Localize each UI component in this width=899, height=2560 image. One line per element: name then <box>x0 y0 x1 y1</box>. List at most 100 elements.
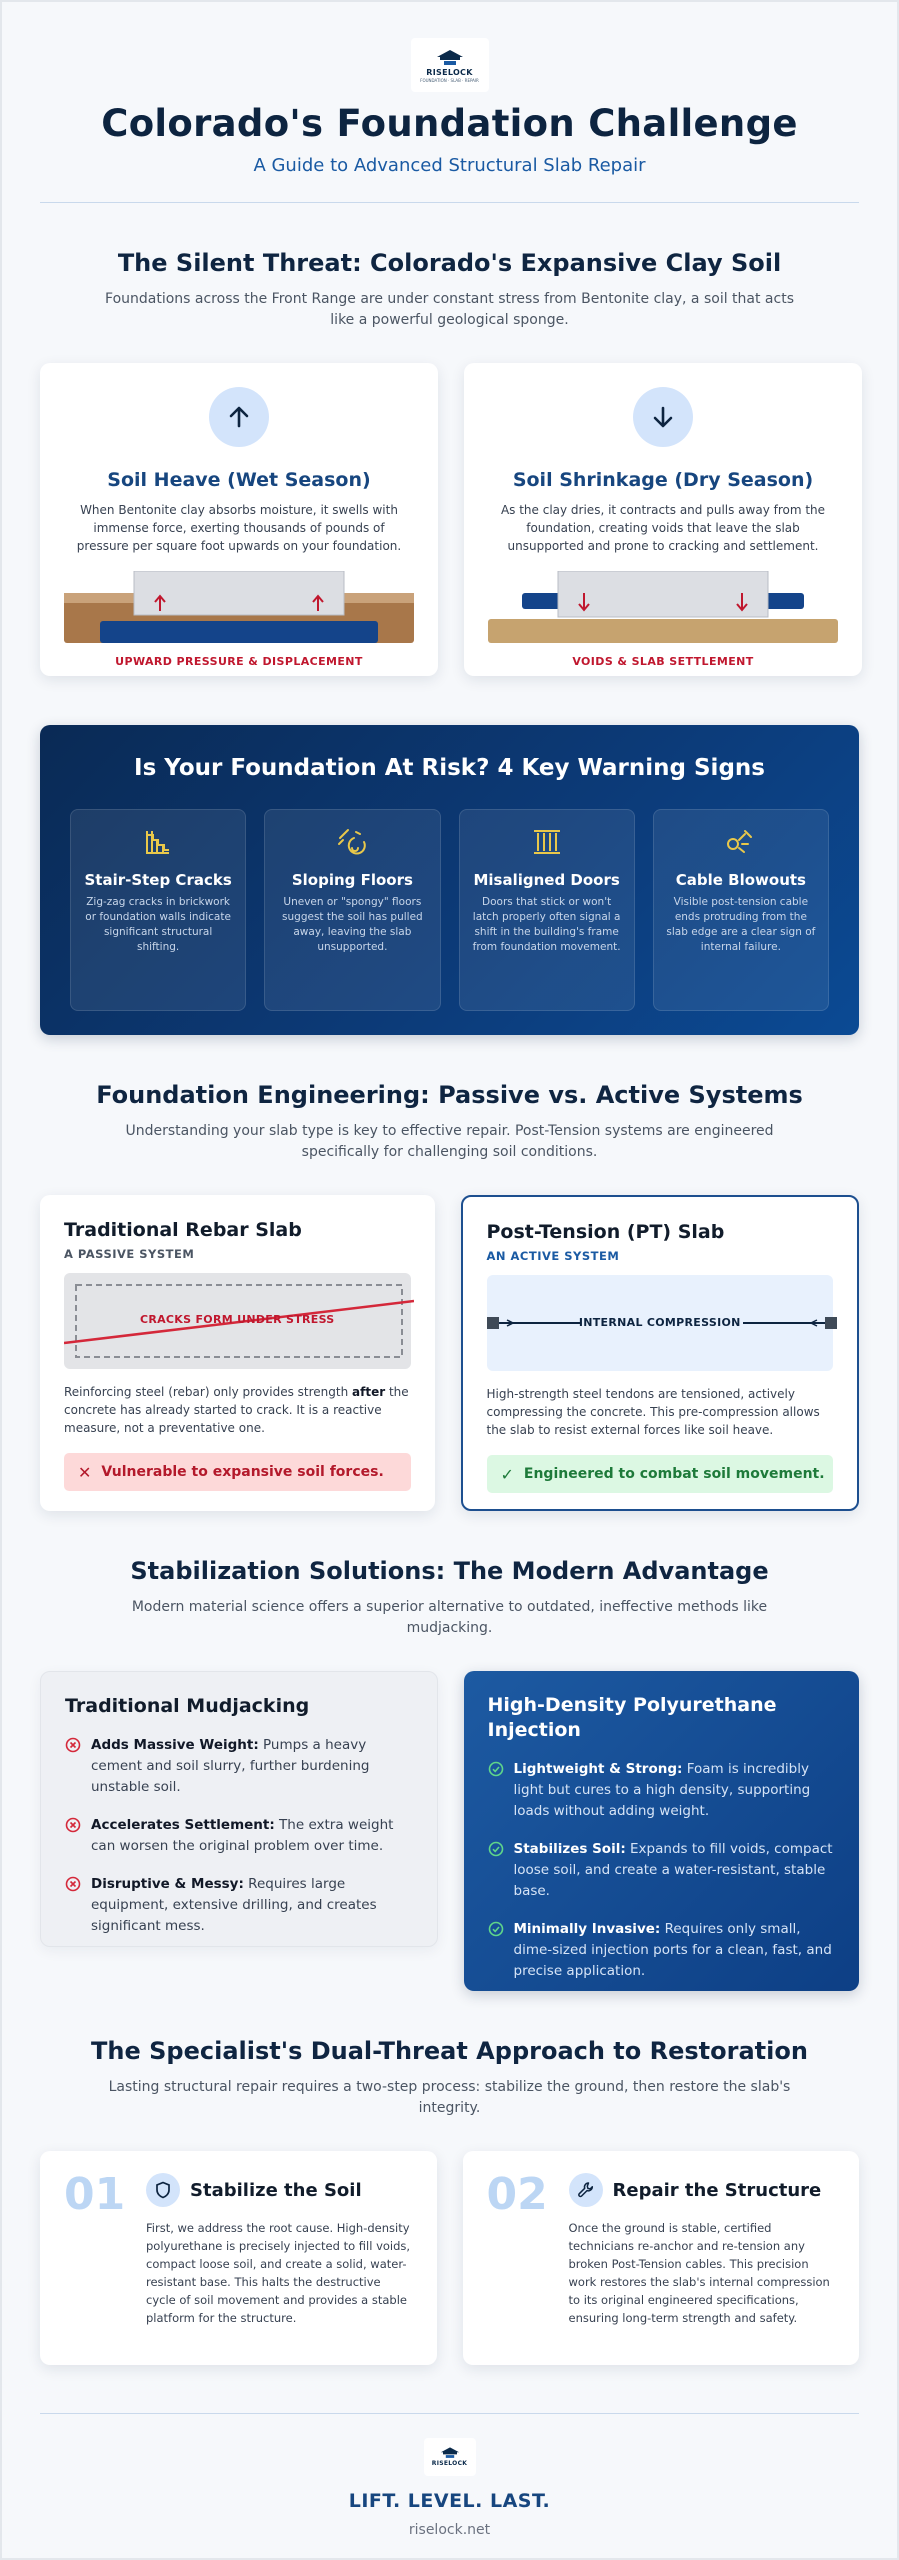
pt-slab-card: Post-Tension (PT) Slab AN ACTIVE SYSTEM … <box>460 1195 859 1511</box>
rebar-visual-label: CRACKS FORM UNDER STRESS <box>139 1313 335 1326</box>
item-bold: Minimally Invasive: <box>513 1921 661 1937</box>
burst-icon <box>666 826 816 858</box>
step-number: 01 <box>64 2169 126 2220</box>
step-card-1: 01 Stabilize the Soil First, we address … <box>40 2151 437 2365</box>
step-desc: Once the ground is stable, certified tec… <box>568 2221 830 2325</box>
sign-stair-step-cracks: Stair-Step Cracks Zig-zag cracks in bric… <box>70 809 247 1011</box>
threat-title: The Silent Threat: Colorado's Expansive … <box>117 249 782 277</box>
stabilization-desc: Modern material science offers a superio… <box>131 1599 768 1636</box>
pt-subtitle: AN ACTIVE SYSTEM <box>486 1249 620 1263</box>
x-circle-icon <box>65 1737 81 1753</box>
footer-logo[interactable]: RISELOCK <box>423 2438 476 2476</box>
shrink-diagram <box>488 570 838 647</box>
heave-caption: UPWARD PRESSURE & DISPLACEMENT <box>115 655 363 668</box>
approach-section: The Specialist's Dual-Threat Approach to… <box>2 2037 897 2365</box>
mudjacking-item: Accelerates Settlement: The extra weight… <box>65 1815 413 1857</box>
heave-diagram <box>64 570 414 647</box>
arrow-down-icon <box>633 387 693 447</box>
item-bold: Stabilizes Soil: <box>513 1841 626 1857</box>
engineering-section: Foundation Engineering: Passive vs. Acti… <box>2 1081 897 1511</box>
header: RISELOCK FOUNDATION · SLAB · REPAIR Colo… <box>2 2 897 176</box>
house-icon <box>436 49 463 65</box>
warning-signs-panel: Is Your Foundation At Risk? 4 Key Warnin… <box>40 725 859 1035</box>
threat-section: The Silent Threat: Colorado's Expansive … <box>2 249 897 676</box>
page-subtitle: A Guide to Advanced Structural Slab Repa… <box>253 155 646 176</box>
mudjacking-card: Traditional Mudjacking Adds Massive Weig… <box>40 1671 438 1947</box>
item-bold: Adds Massive Weight: <box>91 1737 259 1753</box>
page-title: Colorado's Foundation Challenge <box>101 102 798 145</box>
rebar-visual: CRACKS FORM UNDER STRESS <box>64 1273 414 1369</box>
stabilization-section: Stabilization Solutions: The Modern Adva… <box>2 1557 897 1991</box>
brand-logo[interactable]: RISELOCK FOUNDATION · SLAB · REPAIR <box>410 38 489 92</box>
heave-desc: When Bentonite clay absorbs moisture, it… <box>76 503 402 553</box>
item-text: Requires only small, dime-sized injectio… <box>513 1921 832 1979</box>
rebar-verdict-text: Vulnerable to expansive soil forces. <box>101 1464 384 1480</box>
step-title: Repair the Structure <box>612 2179 822 2201</box>
pt-verdict: ✓ Engineered to combat soil movement. <box>486 1455 833 1493</box>
shrink-title: Soil Shrinkage (Dry Season) <box>512 469 814 491</box>
wrench-icon <box>568 2173 603 2207</box>
engineering-title: Foundation Engineering: Passive vs. Acti… <box>96 1081 803 1109</box>
sign-sloping-floors: Sloping Floors Uneven or "spongy" floors… <box>264 809 441 1011</box>
item-text: Expands to fill voids, compact loose soi… <box>513 1841 833 1899</box>
risk-title: Is Your Foundation At Risk? 4 Key Warnin… <box>134 755 765 781</box>
pt-visual-label: INTERNAL COMPRESSION <box>578 1316 741 1329</box>
sign-desc: Zig-zag cracks in brickwork or foundatio… <box>85 896 231 953</box>
x-icon: ✕ <box>78 1462 92 1482</box>
divider <box>40 2413 859 2414</box>
polyurethane-item: Minimally Invasive: Requires only small,… <box>488 1919 836 1982</box>
check-circle-icon <box>488 1761 503 1777</box>
website-link[interactable]: riselock.net <box>408 2522 491 2538</box>
x-circle-icon <box>65 1817 81 1833</box>
soil-heave-card: Soil Heave (Wet Season) When Bentonite c… <box>40 363 438 676</box>
step-title: Stabilize the Soil <box>190 2179 362 2201</box>
columns-icon <box>472 826 622 858</box>
approach-title: The Specialist's Dual-Threat Approach to… <box>91 2037 808 2065</box>
logo-wordmark: RISELOCK <box>426 67 473 77</box>
pt-body: High-strength steel tendons are tensione… <box>486 1387 820 1437</box>
polyurethane-item: Lightweight & Strong: Foam is incredibly… <box>488 1759 836 1822</box>
spill-icon <box>277 826 427 858</box>
step-card-2: 02 Repair the Structure Once the ground … <box>462 2151 859 2365</box>
check-circle-icon <box>488 1921 503 1937</box>
check-circle-icon <box>488 1841 503 1857</box>
step-number: 02 <box>486 2169 548 2220</box>
rebar-body-text: Reinforcing steel (rebar) only provides … <box>64 1385 353 1399</box>
logo-tagline: FOUNDATION · SLAB · REPAIR <box>420 77 479 83</box>
slogan: LIFT. LEVEL. LAST. <box>348 2490 551 2512</box>
rebar-body-emphasis: after <box>352 1385 386 1399</box>
sign-title: Sloping Floors <box>291 871 413 889</box>
x-circle-icon <box>65 1876 81 1892</box>
item-bold: Accelerates Settlement: <box>91 1817 275 1833</box>
rebar-verdict: ✕ Vulnerable to expansive soil forces. <box>64 1453 411 1491</box>
item-text: Pumps a heavy cement and soil slurry, fu… <box>91 1737 370 1795</box>
sign-cable-blowouts: Cable Blowouts Visible post-tension cabl… <box>652 809 829 1011</box>
divider <box>40 202 859 203</box>
sign-desc: Doors that stick or won't latch properly… <box>472 896 621 953</box>
polyurethane-item: Stabilizes Soil: Expands to fill voids, … <box>488 1839 836 1902</box>
shrink-desc: As the clay dries, it contracts and pull… <box>500 503 826 553</box>
item-bold: Lightweight & Strong: <box>513 1761 683 1777</box>
stabilization-title: Stabilization Solutions: The Modern Adva… <box>130 1557 769 1585</box>
item-text: Requires large equipment, extensive dril… <box>91 1876 377 1934</box>
engineering-desc: Understanding your slab type is key to e… <box>125 1123 774 1160</box>
mudjacking-item: Adds Massive Weight: Pumps a heavy cemen… <box>65 1735 413 1798</box>
soil-shrinkage-card: Soil Shrinkage (Dry Season) As the clay … <box>464 363 862 676</box>
approach-desc: Lasting structural repair requires a two… <box>108 2079 791 2116</box>
sign-title: Cable Blowouts <box>675 871 806 889</box>
house-icon <box>440 2447 459 2458</box>
polyurethane-title: High-Density Polyurethane Injection <box>487 1694 777 1741</box>
sign-title: Stair-Step Cracks <box>84 871 232 889</box>
stairs-icon <box>83 826 233 858</box>
rebar-title: Traditional Rebar Slab <box>64 1219 302 1241</box>
footer: RISELOCK LIFT. LEVEL. LAST. riselock.net <box>2 2438 897 2538</box>
item-bold: Disruptive & Messy: <box>91 1876 244 1892</box>
arrow-up-icon <box>209 387 269 447</box>
polyurethane-card: High-Density Polyurethane Injection Ligh… <box>463 1671 859 1991</box>
pt-visual: INTERNAL COMPRESSION <box>486 1275 837 1371</box>
heave-title: Soil Heave (Wet Season) <box>107 469 371 491</box>
rebar-body-text: the concrete has already started to crac… <box>64 1385 409 1435</box>
shield-icon <box>146 2173 180 2207</box>
threat-desc: Foundations across the Front Range are u… <box>105 291 794 328</box>
